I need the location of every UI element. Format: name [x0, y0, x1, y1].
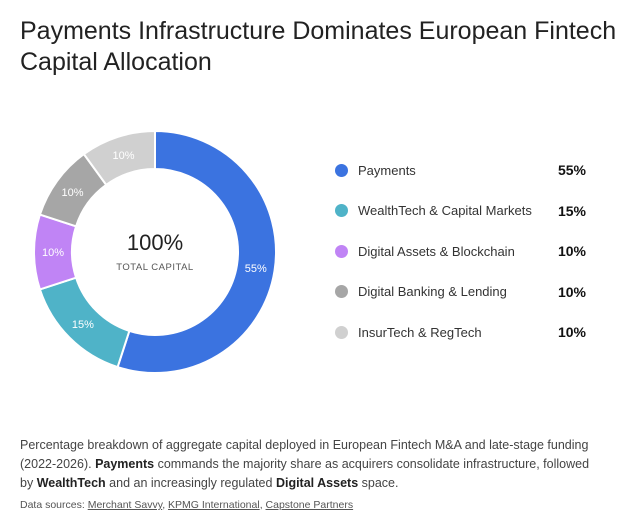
legend-value: 10%	[557, 243, 586, 260]
center-value: 100%	[127, 230, 183, 255]
legend-item: Digital Assets & Blockchain 10%	[330, 231, 590, 272]
desc-bold: Payments	[95, 457, 155, 471]
legend-dot-icon	[335, 285, 348, 299]
center-label: TOTAL CAPITAL	[116, 262, 193, 273]
description: Percentage breakdown of aggregate capita…	[20, 436, 600, 493]
legend-label: WealthTech & Capital Markets	[358, 203, 532, 219]
slice-label: 10%	[42, 247, 64, 259]
slice-4[interactable]	[82, 129, 156, 187]
desc-text: and an increasingly regulated	[105, 476, 276, 490]
desc-bold: WealthTech	[36, 476, 106, 490]
legend-item: Digital Banking & Lending 10%	[330, 272, 590, 313]
desc-bold: Digital Assets	[275, 476, 359, 490]
legend-item: InsurTech & RegTech 10%	[330, 312, 590, 353]
legend: Payments 55% WealthTech & Capital Markets 1…	[330, 150, 590, 353]
slice-0[interactable]	[116, 129, 277, 374]
chart-title: Payments Infrastructure Dominates Europe…	[20, 17, 617, 76]
legend-dot-icon	[335, 163, 348, 177]
legend-value: 10%	[557, 283, 586, 300]
slice-label: 15%	[72, 319, 94, 331]
desc-text: commands the majority share as acquirers…	[20, 457, 590, 490]
source-link[interactable]: Merchant Savvy	[87, 499, 163, 511]
data-sources: Data sources: Merchant Savvy, KPMG Inter…	[20, 499, 354, 511]
legend-label: Digital Banking & Lending	[358, 284, 507, 300]
source-link[interactable]: Capstone Partners	[265, 499, 354, 511]
source-link[interactable]: KPMG International	[168, 499, 260, 511]
legend-label: Digital Assets & Blockchain	[358, 243, 515, 259]
slice-label: 10%	[112, 150, 134, 162]
legend-value: 15%	[557, 202, 586, 219]
desc-text: space.	[358, 476, 399, 490]
legend-dot-icon	[335, 244, 348, 258]
legend-label: Payments	[358, 162, 416, 178]
legend-dot-icon	[335, 204, 348, 218]
legend-item: WealthTech & Capital Markets 15%	[330, 191, 590, 232]
legend-dot-icon	[335, 325, 348, 339]
legend-item: Payments 55%	[330, 150, 590, 191]
legend-value: 10%	[557, 324, 586, 341]
legend-label: InsurTech & RegTech	[358, 324, 482, 340]
donut-chart: 55% 15% 10% 10% 10% 100% TOTAL CAPITAL	[33, 129, 277, 374]
sources-label: Data sources:	[20, 499, 88, 511]
slice-label: 10%	[61, 187, 83, 199]
legend-value: 55%	[557, 162, 586, 179]
desc-text: Percentage breakdown of aggregate capita…	[20, 438, 589, 471]
slice-label: 55%	[245, 263, 267, 275]
